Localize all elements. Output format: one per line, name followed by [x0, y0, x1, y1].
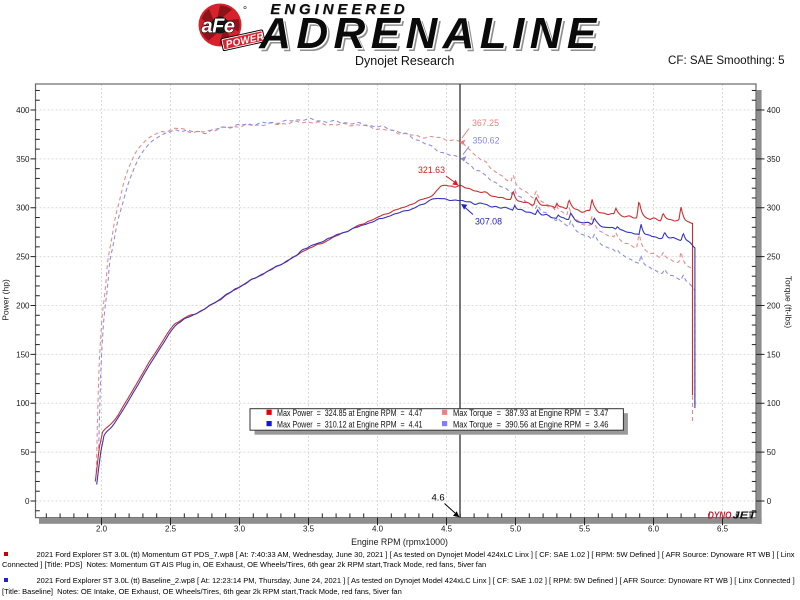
- svg-text:321.63: 321.63: [418, 165, 445, 175]
- svg-text:200: 200: [16, 301, 30, 310]
- svg-text:250: 250: [767, 253, 781, 262]
- svg-text:4.6: 4.6: [432, 493, 445, 504]
- svg-text:Max Power = 310.12 at Engine: Max Power = 310.12 at Engine RPM = 4.41: [277, 419, 423, 429]
- svg-text:3.5: 3.5: [303, 525, 315, 534]
- svg-text:DYNO: DYNO: [708, 511, 732, 522]
- svg-text:150: 150: [767, 350, 781, 359]
- svg-text:4.5: 4.5: [441, 525, 453, 534]
- svg-text:6.5: 6.5: [717, 525, 729, 534]
- svg-text:350: 350: [767, 155, 781, 164]
- svg-text:400: 400: [767, 106, 781, 115]
- svg-text:Power (hp): Power (hp): [1, 279, 11, 321]
- svg-text:Torque (ft-lbs): Torque (ft-lbs): [784, 276, 794, 329]
- svg-text:400: 400: [16, 106, 30, 115]
- svg-text:Max Torque = 387.93 at Engin: Max Torque = 387.93 at Engine RPM = 3.47: [453, 408, 609, 418]
- svg-text:6.0: 6.0: [648, 525, 660, 534]
- svg-text:2.5: 2.5: [165, 525, 177, 534]
- svg-text:300: 300: [767, 204, 781, 213]
- svg-text:250: 250: [16, 253, 30, 262]
- svg-text:5.5: 5.5: [579, 525, 591, 534]
- svg-text:JET: JET: [733, 511, 758, 522]
- svg-text:300: 300: [16, 204, 30, 213]
- svg-text:100: 100: [16, 399, 30, 408]
- svg-text:50: 50: [767, 448, 776, 457]
- svg-text:200: 200: [767, 301, 781, 310]
- svg-text:350: 350: [16, 155, 30, 164]
- svg-text:307.08: 307.08: [475, 217, 502, 227]
- svg-text:0: 0: [767, 497, 772, 506]
- svg-text:0: 0: [25, 497, 30, 506]
- svg-text:2.0: 2.0: [96, 525, 108, 534]
- svg-text:Max Power = 324.85 at Engine: Max Power = 324.85 at Engine RPM = 4.47: [277, 408, 423, 418]
- svg-text:Engine RPM (rpmx1000): Engine RPM (rpmx1000): [351, 537, 448, 547]
- svg-text:Max Torque = 390.56 at Engin: Max Torque = 390.56 at Engine RPM = 3.46: [453, 419, 609, 429]
- svg-text:5.0: 5.0: [510, 525, 522, 534]
- svg-text:3.0: 3.0: [234, 525, 246, 534]
- svg-text:100: 100: [767, 399, 781, 408]
- svg-text:aFe: aFe: [202, 16, 235, 38]
- svg-text:50: 50: [21, 448, 30, 457]
- svg-text:367.25: 367.25: [472, 118, 499, 128]
- svg-text:4.0: 4.0: [372, 525, 384, 534]
- svg-text:150: 150: [16, 350, 30, 359]
- svg-text:350.62: 350.62: [473, 136, 500, 146]
